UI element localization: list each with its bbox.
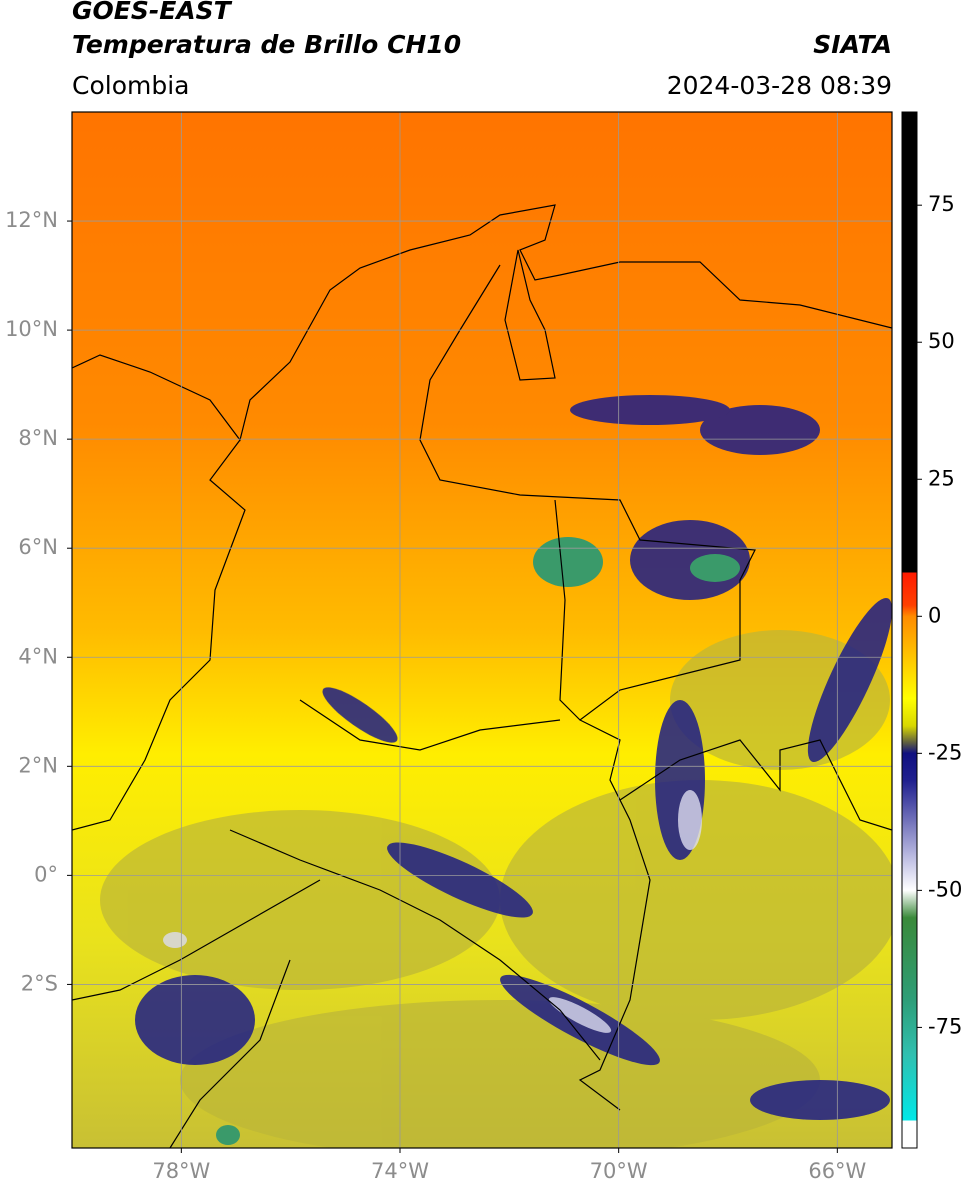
colorbar-label: 25 <box>928 466 955 490</box>
coldest-tops <box>216 537 740 1145</box>
colorbar-label: 0 <box>928 603 941 627</box>
y-tick-label: 6°N <box>18 535 58 559</box>
colorbar-label: -25 <box>928 740 962 764</box>
y-tick-label: 8°N <box>18 426 58 450</box>
y-tick-label: 12°N <box>5 208 58 232</box>
borders <box>72 204 892 1148</box>
region: Colombia <box>72 71 189 100</box>
x-tick-label: 78°W <box>152 1159 210 1183</box>
colorbar <box>901 111 918 1149</box>
colorbar-label: -50 <box>928 877 962 901</box>
map-image <box>72 112 892 1148</box>
y-tick-label: 2°S <box>21 971 58 995</box>
graticule <box>67 112 892 1153</box>
x-tick-label: 74°W <box>371 1159 429 1183</box>
title: GOES-EAST <box>72 0 233 25</box>
x-tick-label: 66°W <box>808 1159 866 1183</box>
timestamp: 2024-03-28 08:39 <box>667 71 892 100</box>
y-tick-label: 0° <box>34 862 58 886</box>
subtitle: Temperatura de Brillo CH10 <box>72 30 461 59</box>
y-tick-label: 2°N <box>18 753 58 777</box>
y-tick-label: 10°N <box>5 317 58 341</box>
map-frame <box>71 111 893 1149</box>
very-cold-clouds <box>163 790 702 1033</box>
colorbar-label: -75 <box>928 1014 962 1038</box>
colorbar-label: 75 <box>928 192 955 216</box>
x-tick-label: 70°W <box>590 1159 648 1183</box>
source: SIATA <box>813 30 892 59</box>
colorbar-label: 50 <box>928 329 955 353</box>
y-tick-label: 4°N <box>18 644 58 668</box>
